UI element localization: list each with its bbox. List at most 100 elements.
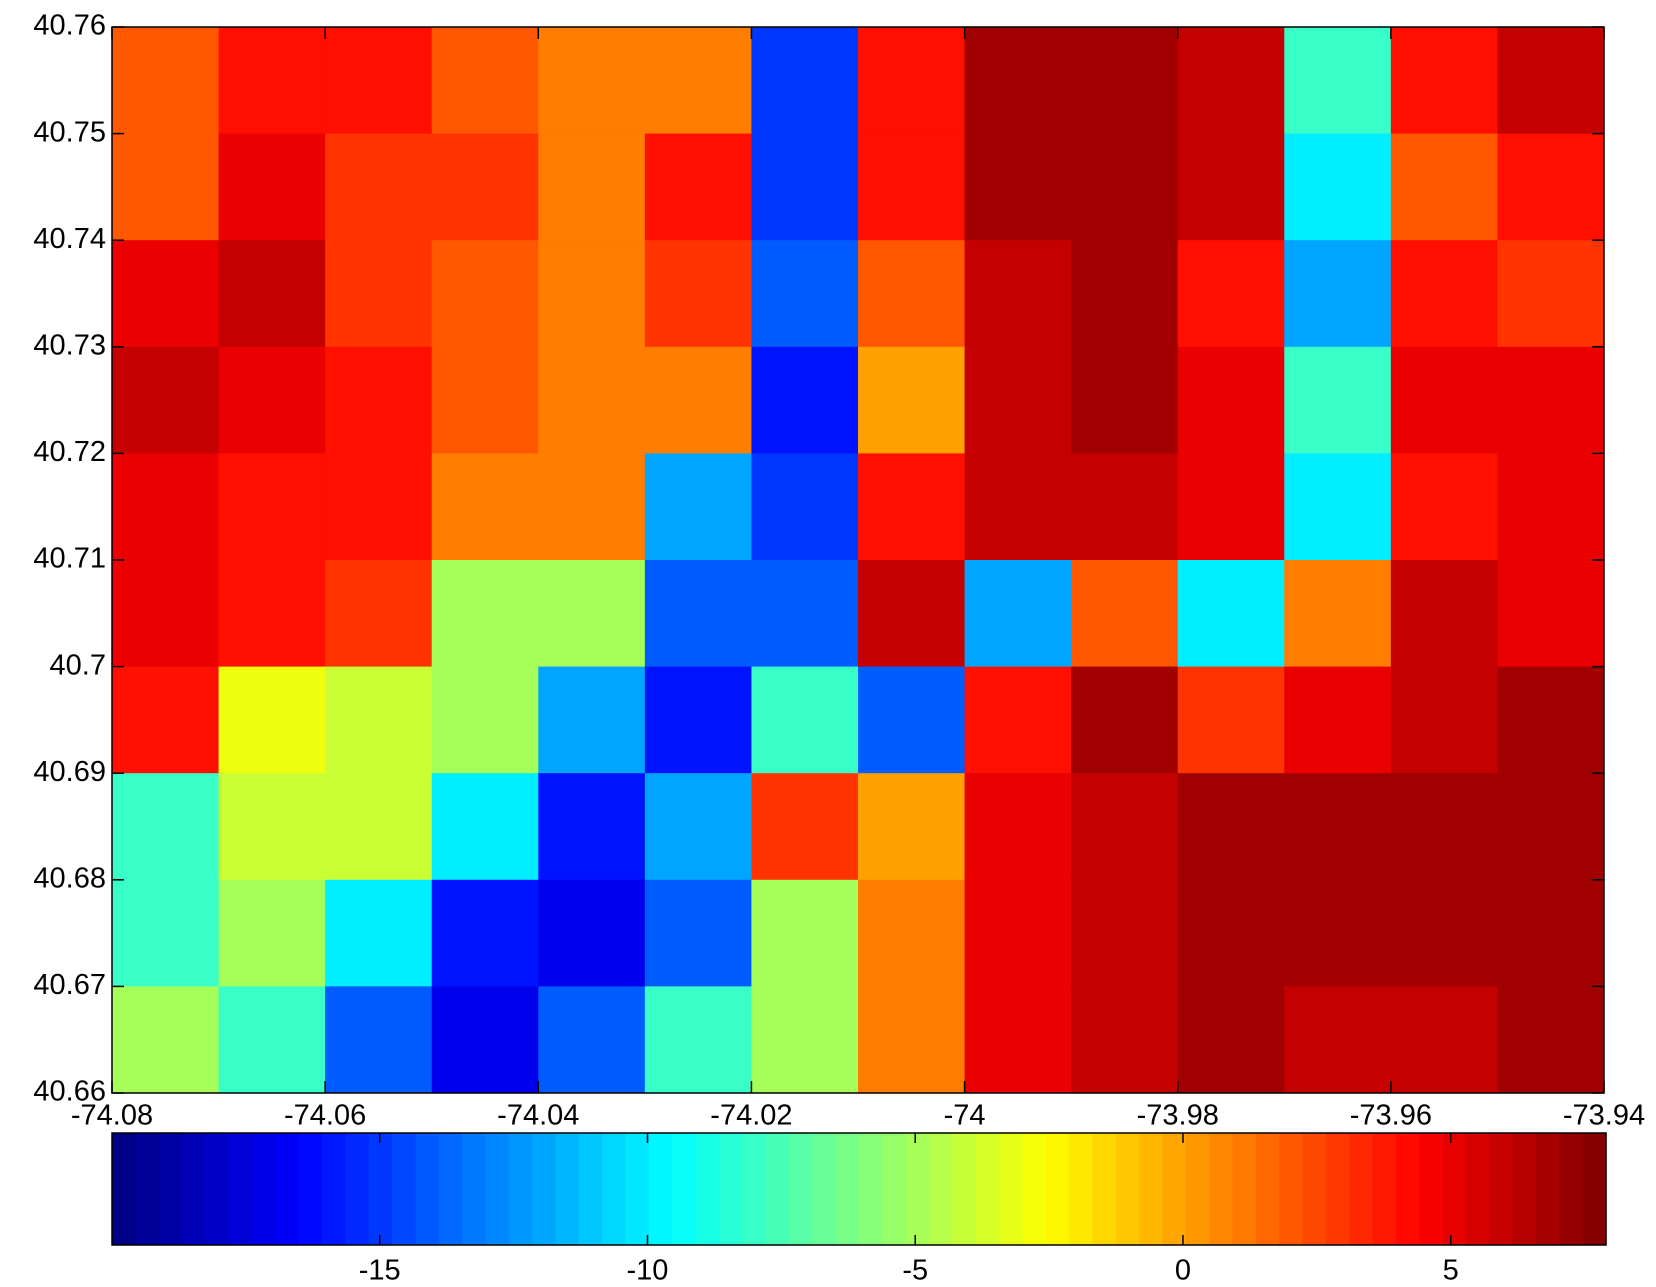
- cell: [1178, 560, 1285, 667]
- cell: [1071, 880, 1178, 987]
- cell: [645, 773, 752, 880]
- cell: [1391, 240, 1498, 347]
- cell: [1071, 986, 1178, 1093]
- colorbar-swatch: [1022, 1133, 1046, 1245]
- cell: [751, 240, 858, 347]
- colorbar-swatch: [1583, 1133, 1607, 1245]
- x-tick-label: -73.96: [1350, 1100, 1432, 1132]
- colorbar-swatch: [789, 1133, 813, 1245]
- cell: [219, 134, 326, 241]
- cell: [858, 453, 965, 560]
- cell: [751, 667, 858, 774]
- cell: [965, 27, 1072, 134]
- colorbar-swatch: [345, 1133, 369, 1245]
- cell: [112, 27, 219, 134]
- colorbar-swatch: [439, 1133, 463, 1245]
- y-tick-label: 40.71: [33, 543, 106, 575]
- cell: [751, 986, 858, 1093]
- colorbar-swatch: [532, 1133, 556, 1245]
- cell: [858, 986, 965, 1093]
- colorbar-swatch: [369, 1133, 393, 1245]
- x-tick-label: -74.06: [284, 1100, 366, 1132]
- colorbar-tick-label: -15: [359, 1255, 401, 1287]
- cell: [325, 27, 432, 134]
- colorbar-swatch: [976, 1133, 1000, 1245]
- cell: [645, 347, 752, 454]
- cell: [219, 986, 326, 1093]
- cell: [1284, 986, 1391, 1093]
- cell: [965, 560, 1072, 667]
- colorbar-swatch: [672, 1133, 696, 1245]
- colorbar-swatch: [1466, 1133, 1490, 1245]
- colorbar-swatch: [1559, 1133, 1583, 1245]
- cell: [1284, 880, 1391, 987]
- cell: [325, 240, 432, 347]
- colorbar-swatch: [1373, 1133, 1397, 1245]
- cell: [112, 453, 219, 560]
- cell: [1178, 773, 1285, 880]
- cell: [1391, 134, 1498, 241]
- colorbar-swatch: [719, 1133, 743, 1245]
- cell: [858, 27, 965, 134]
- cell: [432, 986, 539, 1093]
- cell: [538, 986, 645, 1093]
- colorbar-swatch: [415, 1133, 439, 1245]
- colorbar-swatch: [1233, 1133, 1257, 1245]
- colorbar-swatch: [229, 1133, 253, 1245]
- cell: [645, 560, 752, 667]
- cell: [432, 347, 539, 454]
- cell: [325, 453, 432, 560]
- cell: [1178, 27, 1285, 134]
- colorbar-swatch: [1256, 1133, 1280, 1245]
- x-tick-label: -73.94: [1563, 1100, 1645, 1132]
- cell: [538, 773, 645, 880]
- cell: [112, 667, 219, 774]
- cell: [432, 453, 539, 560]
- cell: [112, 986, 219, 1093]
- cell: [432, 880, 539, 987]
- colorbar-swatch: [275, 1133, 299, 1245]
- y-tick-label: 40.76: [33, 10, 106, 42]
- cell: [112, 134, 219, 241]
- colorbar-tick-label: 0: [1175, 1255, 1191, 1287]
- cell: [219, 240, 326, 347]
- cell: [432, 27, 539, 134]
- cell: [112, 773, 219, 880]
- colorbar-swatch: [766, 1133, 790, 1245]
- cell: [1391, 880, 1498, 987]
- cell: [112, 347, 219, 454]
- cell: [1178, 347, 1285, 454]
- colorbar-swatch: [812, 1133, 836, 1245]
- cell: [1284, 773, 1391, 880]
- cell: [1391, 453, 1498, 560]
- colorbar-swatch: [952, 1133, 976, 1245]
- cell: [325, 667, 432, 774]
- colorbar-swatch: [1419, 1133, 1443, 1245]
- colorbar-swatch: [556, 1133, 580, 1245]
- colorbar-swatch: [1489, 1133, 1513, 1245]
- cell: [325, 773, 432, 880]
- colorbar-swatch: [1443, 1133, 1467, 1245]
- colorbar-swatch: [1116, 1133, 1140, 1245]
- cell: [751, 880, 858, 987]
- colorbar-tick-label: -5: [902, 1255, 928, 1287]
- colorbar-swatch: [1303, 1133, 1327, 1245]
- colorbar-swatch: [649, 1133, 673, 1245]
- cell: [1497, 453, 1604, 560]
- cell: [965, 347, 1072, 454]
- cell: [645, 880, 752, 987]
- colorbar-swatch: [392, 1133, 416, 1245]
- colorbar-swatch: [462, 1133, 486, 1245]
- cell: [1178, 453, 1285, 560]
- cell: [645, 27, 752, 134]
- cell: [751, 560, 858, 667]
- cell: [1497, 560, 1604, 667]
- cell: [112, 560, 219, 667]
- cell: [1497, 773, 1604, 880]
- colorbar-tick-label: 5: [1443, 1255, 1459, 1287]
- cell: [1391, 347, 1498, 454]
- colorbar-tick-label: -10: [627, 1255, 669, 1287]
- colorbar-swatch: [1069, 1133, 1093, 1245]
- colorbar-swatch: [742, 1133, 766, 1245]
- cell: [965, 453, 1072, 560]
